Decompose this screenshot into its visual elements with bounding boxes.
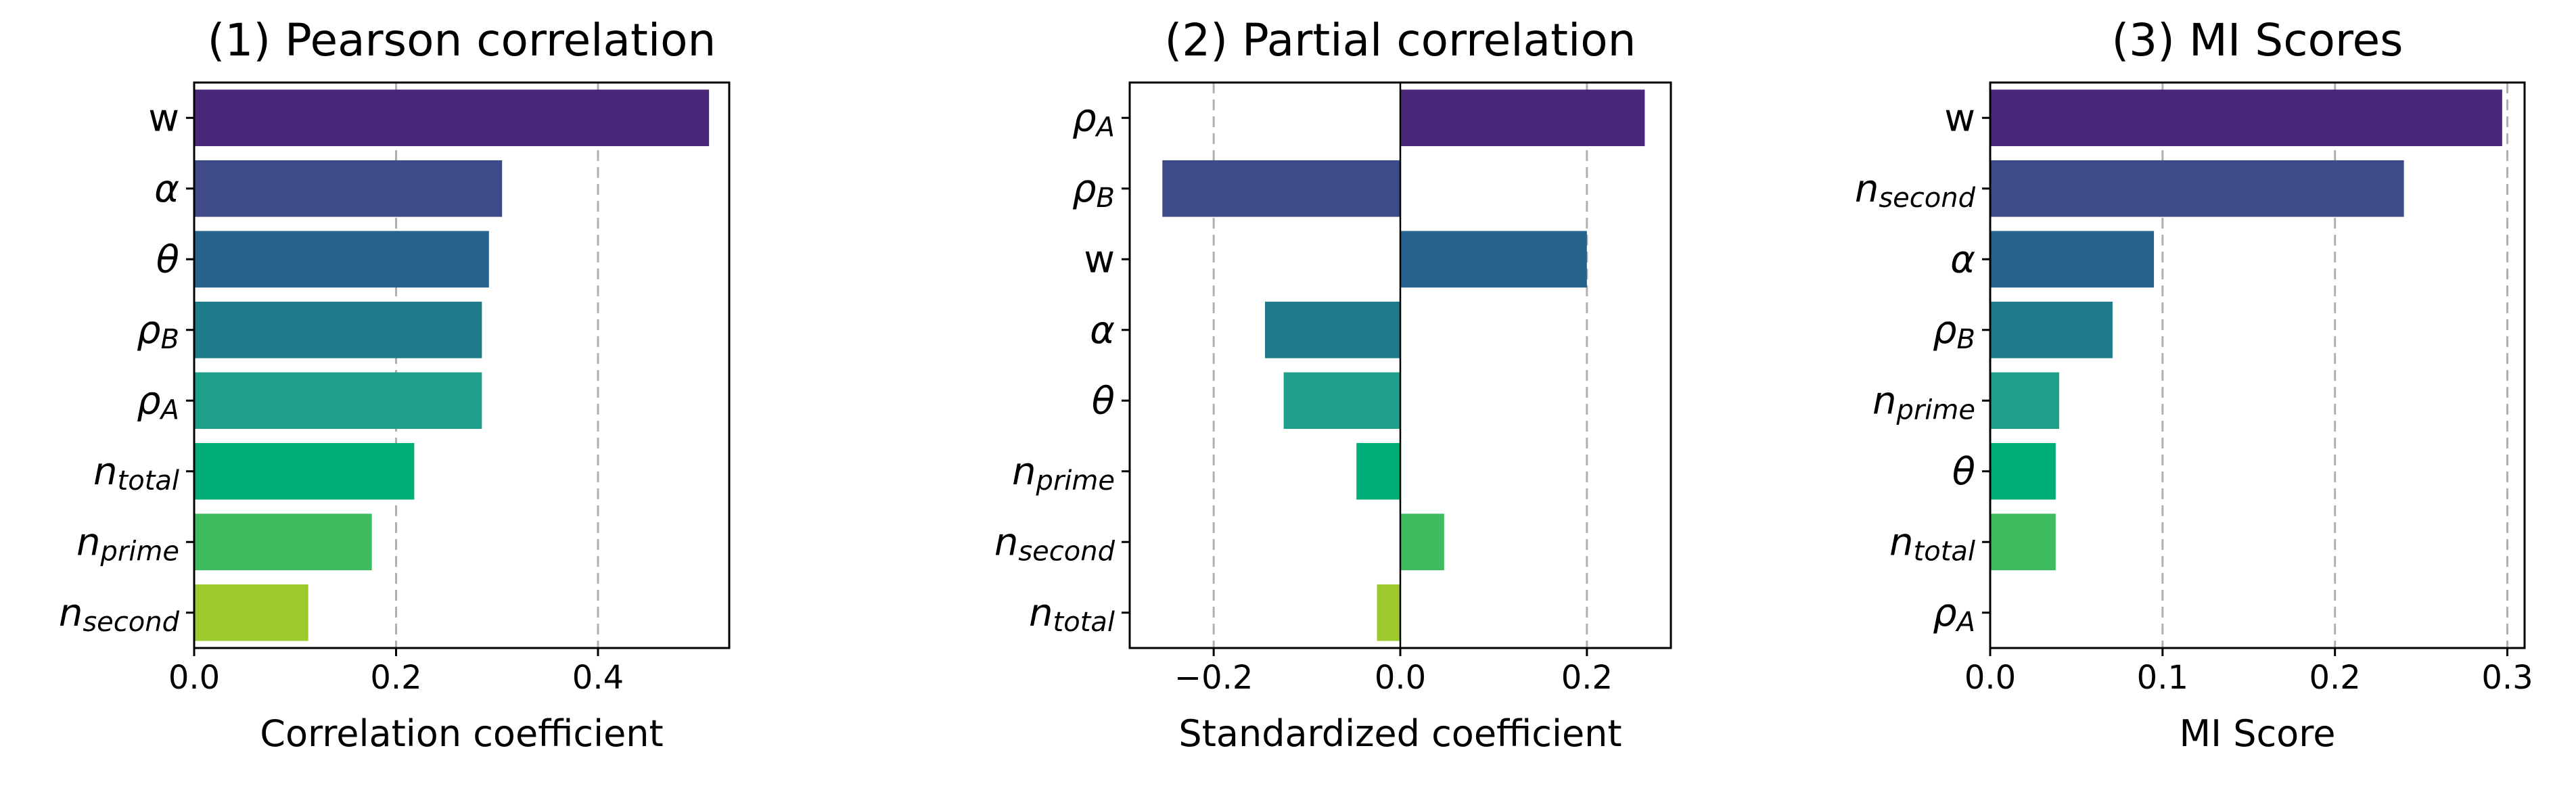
bar (1990, 442, 2056, 500)
y-tick-label: w (1084, 237, 1115, 281)
bar (1400, 231, 1587, 288)
y-tick-label: ρA (1933, 591, 1975, 638)
x-tick-label: 0.3 (2481, 659, 2533, 697)
y-tick-label: nprime (1012, 449, 1115, 496)
bar (1265, 301, 1400, 359)
chart-panel-3: w nsecond α ρB nprime θ ntotal ρA 0.0 0.1 0.2 0.3 (3… (1855, 14, 2533, 755)
bar (1990, 160, 2404, 217)
y-tick-label: nsecond (1855, 166, 1976, 214)
bar (1400, 513, 1444, 571)
y-tick-label: nprime (76, 520, 179, 568)
x-tick-label: 0.2 (2309, 659, 2361, 697)
bar (1990, 89, 2502, 147)
axes-frame (1989, 81, 2526, 649)
y-tick-label: ρA (137, 379, 179, 426)
bar (1377, 584, 1400, 641)
bar (1162, 160, 1400, 217)
x-axis-label: Correlation coefficient (260, 712, 663, 755)
y-tick-label: nprime (1872, 379, 1975, 426)
y-tick-label: nsecond (59, 591, 180, 638)
chart-panel-1: wαθ ρB ρA ntotal nprime nsecond 0.0 0.2 0.4 (1) P… (59, 14, 731, 755)
y-tick-label: α (1950, 237, 1975, 281)
x-tick-label: 0.0 (168, 659, 220, 697)
bar (194, 231, 489, 288)
bar (194, 89, 710, 147)
y-tick-label: α (1090, 308, 1115, 352)
bar (1990, 372, 2059, 430)
x-axis-label: MI Score (2180, 712, 2336, 755)
bar (194, 160, 503, 217)
y-tick-label: nsecond (994, 520, 1116, 568)
y-tick-label: θ (1952, 449, 1975, 493)
bar (1990, 231, 2155, 288)
x-tick-label: 0.0 (1375, 659, 1426, 697)
bar (1990, 301, 2113, 359)
y-tick-label: ntotal (1889, 520, 1975, 568)
chart-panel-2: ρA ρB wαθ nprime nsecond ntotal −0.2 0.0 0.2 (2) … (994, 14, 1672, 755)
bar (194, 584, 308, 641)
bar (1990, 513, 2056, 571)
y-tick-label: w (1944, 96, 1975, 140)
x-tick-label: 0.1 (2137, 659, 2188, 697)
x-tick-label: 0.2 (1561, 659, 1613, 697)
bar (194, 372, 482, 430)
x-axis-label: Standardized coefficient (1178, 712, 1622, 755)
bar (194, 301, 482, 359)
x-tick-label: −0.2 (1174, 659, 1254, 697)
bar (1400, 89, 1645, 147)
y-tick-label: ntotal (93, 449, 179, 496)
bar (194, 513, 372, 571)
chart-title: (3) MI Scores (2111, 14, 2403, 66)
x-tick-label: 0.4 (572, 659, 624, 697)
bar (1283, 372, 1400, 430)
y-tick-label: ntotal (1029, 591, 1115, 638)
x-tick-label: 0.2 (370, 659, 421, 697)
y-tick-label: α (154, 166, 179, 210)
y-tick-label: θ (156, 237, 179, 281)
y-tick-label: ρB (137, 308, 179, 355)
bar (194, 442, 415, 500)
y-tick-label: ρA (1072, 96, 1115, 143)
chart-title: (2) Partial correlation (1165, 14, 1636, 66)
bar (1356, 442, 1400, 500)
axes-frame (193, 81, 731, 649)
y-tick-label: ρB (1072, 166, 1115, 214)
x-tick-label: 0.0 (1964, 659, 2016, 697)
y-tick-label: θ (1092, 379, 1115, 423)
y-tick-label: w (148, 96, 179, 140)
y-tick-label: ρB (1933, 308, 1975, 355)
chart-title: (1) Pearson correlation (208, 14, 716, 66)
